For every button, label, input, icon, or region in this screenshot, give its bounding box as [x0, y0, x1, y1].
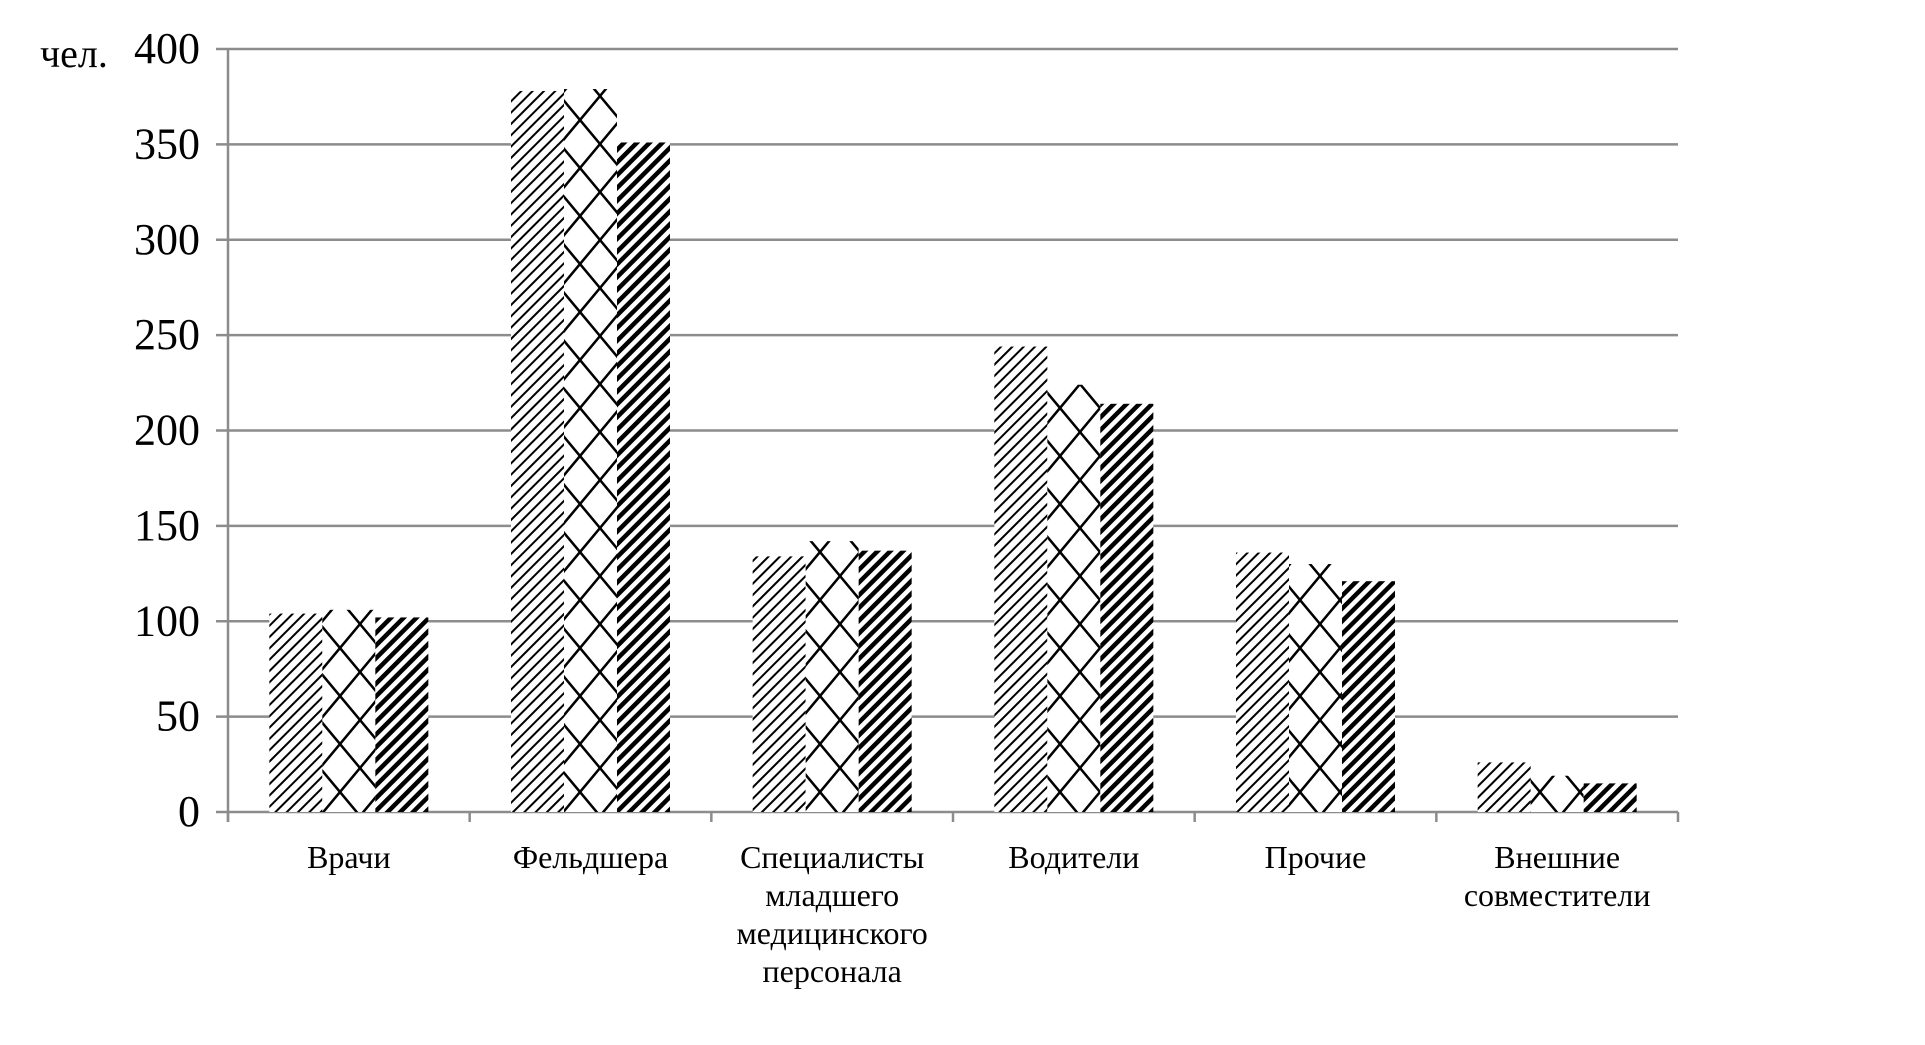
y-tick-label: 400 [134, 24, 200, 73]
x-category-label-line: медицинского [736, 915, 928, 951]
bar-series-2 [805, 541, 859, 812]
x-category-label-line: Врачи [307, 839, 391, 875]
y-tick-label: 50 [156, 692, 200, 741]
bar-series-3 [858, 550, 912, 812]
bar-series-3 [617, 142, 670, 812]
bar-series-1 [269, 613, 323, 812]
bar-series-2 [564, 89, 617, 813]
x-category-label-line: Специалисты [740, 839, 925, 875]
x-category-label: Специалисты младшего медицинского персонала [712, 838, 952, 990]
y-tick-label: 300 [134, 215, 200, 264]
bar-series-1 [994, 346, 1048, 812]
x-category-label: Водители [954, 838, 1194, 876]
bar-series-2 [322, 609, 376, 812]
bar-series-3 [375, 617, 429, 812]
x-category-label-line: совместители [1463, 877, 1651, 913]
bar-series-2 [1047, 384, 1101, 812]
y-tick-label: 0 [178, 787, 200, 836]
bar-series-3 [1100, 403, 1154, 812]
bar-series-3 [1583, 783, 1637, 812]
x-category-label: Прочие [1196, 838, 1436, 876]
x-category-label-line: Фельдшера [512, 839, 669, 875]
x-category-label: Внешние совместители [1437, 838, 1677, 914]
bar-series-1 [1477, 762, 1531, 812]
y-tick-label: 150 [134, 501, 200, 550]
bar-series-3 [1342, 581, 1395, 812]
y-tick-label: 200 [134, 406, 200, 455]
y-tick-label: 350 [134, 119, 200, 168]
x-category-label-line: младшего [765, 877, 900, 913]
bar-series-1 [752, 556, 806, 812]
y-tick-label: 250 [134, 310, 200, 359]
x-category-label-line: Прочие [1264, 839, 1367, 875]
x-category-label-line: Внешние [1494, 839, 1621, 875]
x-category-label: Фельдшера [471, 838, 711, 876]
x-category-label-line: Водители [1008, 839, 1140, 875]
y-axis-unit-label: чел. [40, 31, 108, 76]
bar-series-1 [1236, 552, 1289, 812]
bar-series-1 [511, 90, 564, 813]
y-tick-label: 100 [134, 596, 200, 645]
x-category-label: Врачи [229, 838, 469, 876]
bar-series-2 [1530, 775, 1584, 812]
bar-series-2 [1289, 564, 1342, 812]
x-category-label-line: персонала [762, 953, 902, 989]
